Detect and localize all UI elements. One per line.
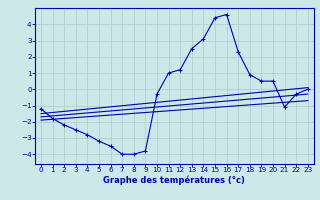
X-axis label: Graphe des températures (°c): Graphe des températures (°c)	[103, 176, 245, 185]
